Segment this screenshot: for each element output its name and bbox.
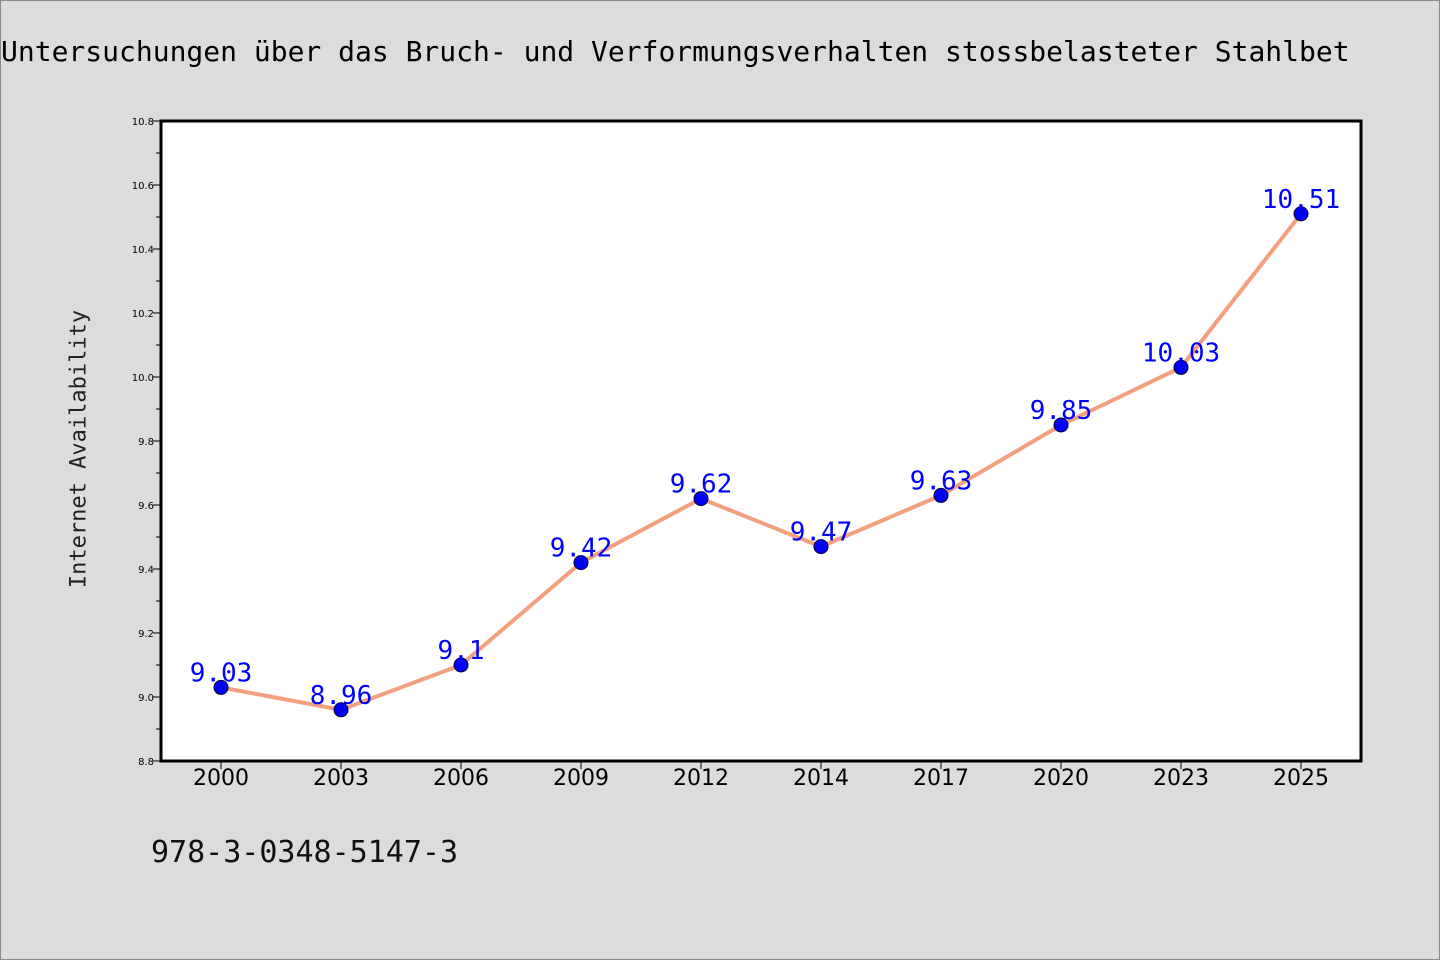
data-label: 9.42 [550,534,613,564]
x-tick-label: 2014 [793,766,849,791]
data-label: 9.63 [910,466,973,496]
y-tick-label: 10.2 [132,309,154,320]
data-label: 9.85 [1030,396,1093,426]
data-point [933,487,949,503]
data-point [213,679,229,695]
y-tick-label: 9.4 [138,565,154,576]
data-label: 9.03 [190,658,253,688]
y-tick-label: 8.8 [138,757,154,768]
y-tick-label: 9.2 [138,629,154,640]
x-tick-label: 2006 [433,766,489,791]
y-tick-label: 10.0 [132,373,154,384]
data-point [453,657,469,673]
data-label: 9.47 [790,518,853,548]
data-point [573,555,589,571]
data-point [1053,417,1069,433]
data-label: 8.96 [310,681,373,711]
series-markers [213,206,1309,718]
isbn-text: 978-3-0348-5147-3 [151,835,459,870]
data-label: 10.03 [1142,338,1220,368]
chart-title: Untersuchungen über das Bruch- und Verfo… [1,35,1350,68]
x-tick-label: 2000 [193,766,249,791]
data-point [333,702,349,718]
x-tick-label: 2025 [1273,766,1329,791]
y-tick-label: 9.6 [138,501,154,512]
series-line [219,211,1303,712]
y-tick-label: 10.4 [132,245,154,256]
x-tick-label: 2003 [313,766,369,791]
y-tick-label: 9.8 [138,437,154,448]
x-tick-label: 2012 [673,766,729,791]
data-point [1173,359,1189,375]
data-point [1293,206,1309,222]
data-label: 9.1 [438,636,485,666]
y-tick-label: 10.6 [132,181,154,192]
x-tick-label: 2017 [913,766,969,791]
plot-frame [159,119,1363,763]
data-label: 9.62 [670,470,733,500]
data-point [813,539,829,555]
data-label: 10.51 [1262,185,1340,215]
y-tick-label: 9.0 [138,693,154,704]
x-tick-label: 2009 [553,766,609,791]
series-line-group [219,211,1303,712]
y-tick-label: 10.8 [132,117,154,128]
data-point [693,491,709,507]
x-tick-label: 2023 [1153,766,1209,791]
plot-area [161,121,1361,761]
x-tick-label: 2020 [1033,766,1089,791]
y-axis-ticks: 8.8 9.0 9.2 9.4 9.6 9.8 10.0 10.2 10.4 10.6 10.8 [132,117,161,768]
data-labels: 9.03 8.96 9.1 9.42 9.62 9.47 9.63 9.85 10.03 10.5… [190,185,1340,711]
x-axis-ticks: 2000 2003 2006 2009 2012 2014 2017 2020 2023 2025 [193,761,1329,791]
